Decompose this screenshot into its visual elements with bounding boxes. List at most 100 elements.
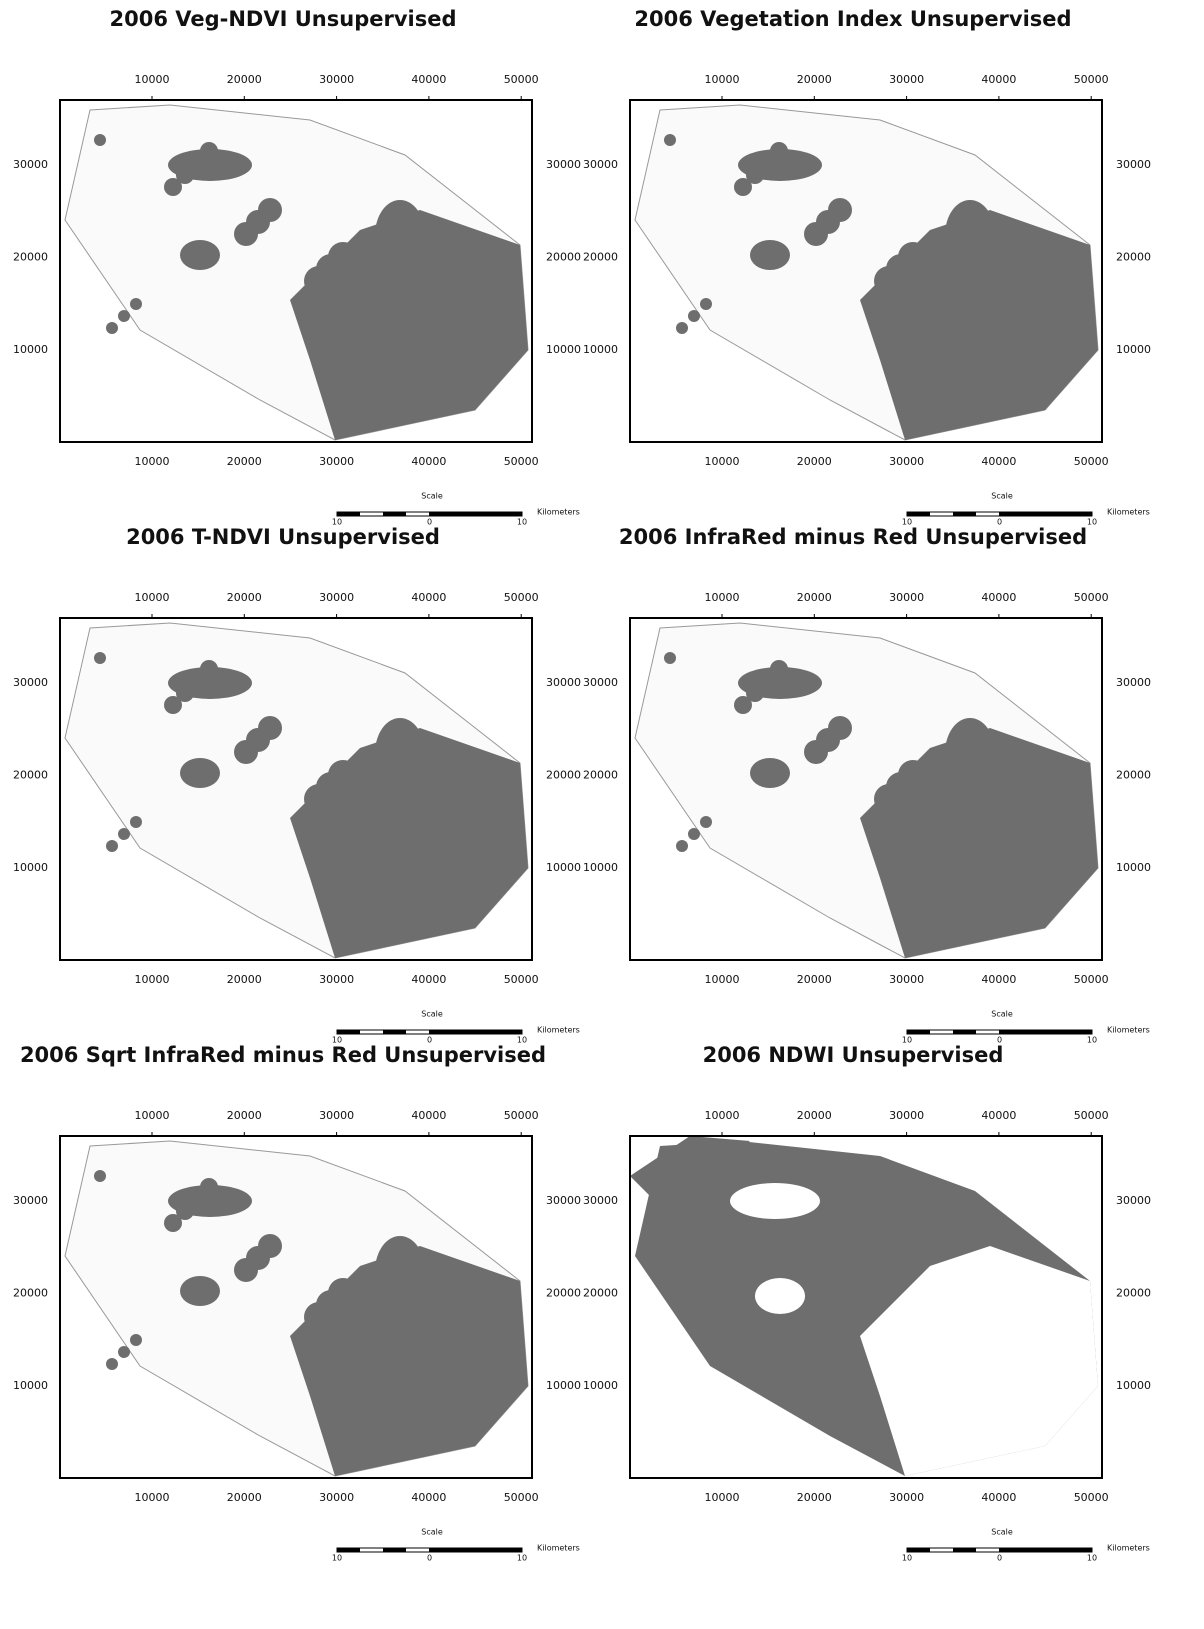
y-tick-label: 30000	[1116, 158, 1151, 171]
y-tick-label: 10000	[583, 861, 618, 874]
x-tick-label: 50000	[1074, 73, 1109, 86]
dark-patch	[328, 760, 358, 790]
y-tick-label: 10000	[13, 1379, 48, 1392]
x-tick-label: 20000	[797, 1109, 832, 1122]
map-image	[630, 1136, 1098, 1476]
y-tick-label: 30000	[546, 676, 581, 689]
y-tick-label: 10000	[546, 861, 581, 874]
x-tick-label: 40000	[981, 73, 1016, 86]
y-tick-label: 30000	[583, 158, 618, 171]
x-tick-label: 10000	[705, 73, 740, 86]
x-tick-label: 20000	[797, 455, 832, 468]
dark-patch	[94, 652, 106, 664]
dark-patch	[130, 1334, 142, 1346]
scale-segment	[337, 1548, 360, 1552]
x-tick-label: 20000	[797, 591, 832, 604]
x-tick-label: 50000	[504, 1491, 539, 1504]
x-tick-label: 30000	[319, 591, 354, 604]
x-tick-label: 50000	[1074, 455, 1109, 468]
dark-patch	[700, 298, 712, 310]
x-tick-label: 40000	[981, 591, 1016, 604]
y-tick-label: 30000	[13, 158, 48, 171]
x-tick-label: 10000	[705, 455, 740, 468]
x-tick-label: 40000	[411, 455, 446, 468]
dark-patch	[130, 298, 142, 310]
y-tick-label: 30000	[13, 1194, 48, 1207]
scale-segment	[429, 1548, 522, 1552]
x-tick-label: 30000	[319, 1491, 354, 1504]
y-tick-label: 10000	[13, 861, 48, 874]
dark-patch	[200, 142, 218, 160]
scale-tick-label: 10	[517, 1554, 527, 1563]
x-tick-label: 10000	[135, 1109, 170, 1122]
y-tick-label: 20000	[546, 1287, 581, 1300]
y-tick-label: 20000	[583, 251, 618, 264]
dark-patch	[688, 310, 700, 322]
dark-patch	[898, 760, 928, 790]
x-tick-label: 30000	[889, 973, 924, 986]
dark-patch	[328, 242, 358, 272]
dark-patch	[664, 652, 676, 664]
dark-area	[750, 240, 790, 270]
panel-title: 2006 Vegetation Index Unsupervised	[634, 7, 1071, 31]
scale-segment	[907, 512, 930, 516]
y-tick-label: 30000	[583, 1194, 618, 1207]
scale-tick-label: 10	[1087, 1036, 1097, 1045]
panel-title: 2006 T-NDVI Unsupervised	[126, 525, 440, 549]
scale-segment	[383, 512, 406, 516]
dark-patch	[200, 660, 218, 678]
dark-patch	[106, 840, 118, 852]
x-tick-label: 50000	[1074, 1491, 1109, 1504]
y-tick-label: 20000	[1116, 1287, 1151, 1300]
x-tick-label: 30000	[319, 73, 354, 86]
y-tick-label: 10000	[1116, 343, 1151, 356]
dark-patch	[328, 1278, 358, 1308]
dark-patch	[118, 828, 130, 840]
x-tick-label: 20000	[797, 73, 832, 86]
scale-segment	[999, 1548, 1092, 1552]
dark-area	[375, 718, 425, 788]
scale-segment	[953, 512, 976, 516]
clear-area	[730, 1183, 820, 1219]
x-tick-label: 30000	[889, 1491, 924, 1504]
map-image	[635, 105, 1098, 440]
scale-label: Scale	[991, 1010, 1013, 1019]
map-page: 2006 Veg-NDVI Unsupervised10000100002000…	[0, 0, 1204, 1625]
y-tick-label: 20000	[583, 1287, 618, 1300]
panel-title: 2006 NDWI Unsupervised	[703, 1043, 1004, 1067]
map-image	[635, 623, 1098, 958]
scale-tick-label: 10	[1087, 518, 1097, 527]
scale-segment	[337, 1030, 360, 1034]
dark-patch	[130, 816, 142, 828]
y-tick-label: 30000	[1116, 676, 1151, 689]
dark-patch	[118, 310, 130, 322]
dark-patch	[828, 716, 852, 740]
x-tick-label: 40000	[981, 455, 1016, 468]
scale-tick-label: 0	[997, 1554, 1002, 1563]
scale-segment	[429, 512, 522, 516]
y-tick-label: 30000	[583, 676, 618, 689]
x-tick-label: 50000	[1074, 973, 1109, 986]
x-tick-label: 20000	[227, 973, 262, 986]
x-tick-label: 20000	[797, 1491, 832, 1504]
y-tick-label: 10000	[1116, 861, 1151, 874]
x-tick-label: 40000	[411, 73, 446, 86]
x-tick-label: 50000	[504, 1109, 539, 1122]
dark-patch	[898, 242, 928, 272]
map-image	[65, 105, 528, 440]
x-tick-label: 10000	[135, 455, 170, 468]
x-tick-label: 20000	[227, 73, 262, 86]
dark-patch	[770, 142, 788, 160]
x-tick-label: 50000	[504, 591, 539, 604]
dark-area	[945, 200, 995, 270]
x-tick-label: 50000	[504, 455, 539, 468]
x-tick-label: 50000	[504, 73, 539, 86]
map-image	[65, 623, 528, 958]
y-tick-label: 10000	[583, 1379, 618, 1392]
map-image	[65, 1141, 528, 1476]
dark-patch	[118, 1346, 130, 1358]
x-tick-label: 10000	[135, 591, 170, 604]
scale-unit: Kilometers	[537, 1026, 580, 1035]
y-tick-label: 10000	[583, 343, 618, 356]
dark-patch	[770, 660, 788, 678]
